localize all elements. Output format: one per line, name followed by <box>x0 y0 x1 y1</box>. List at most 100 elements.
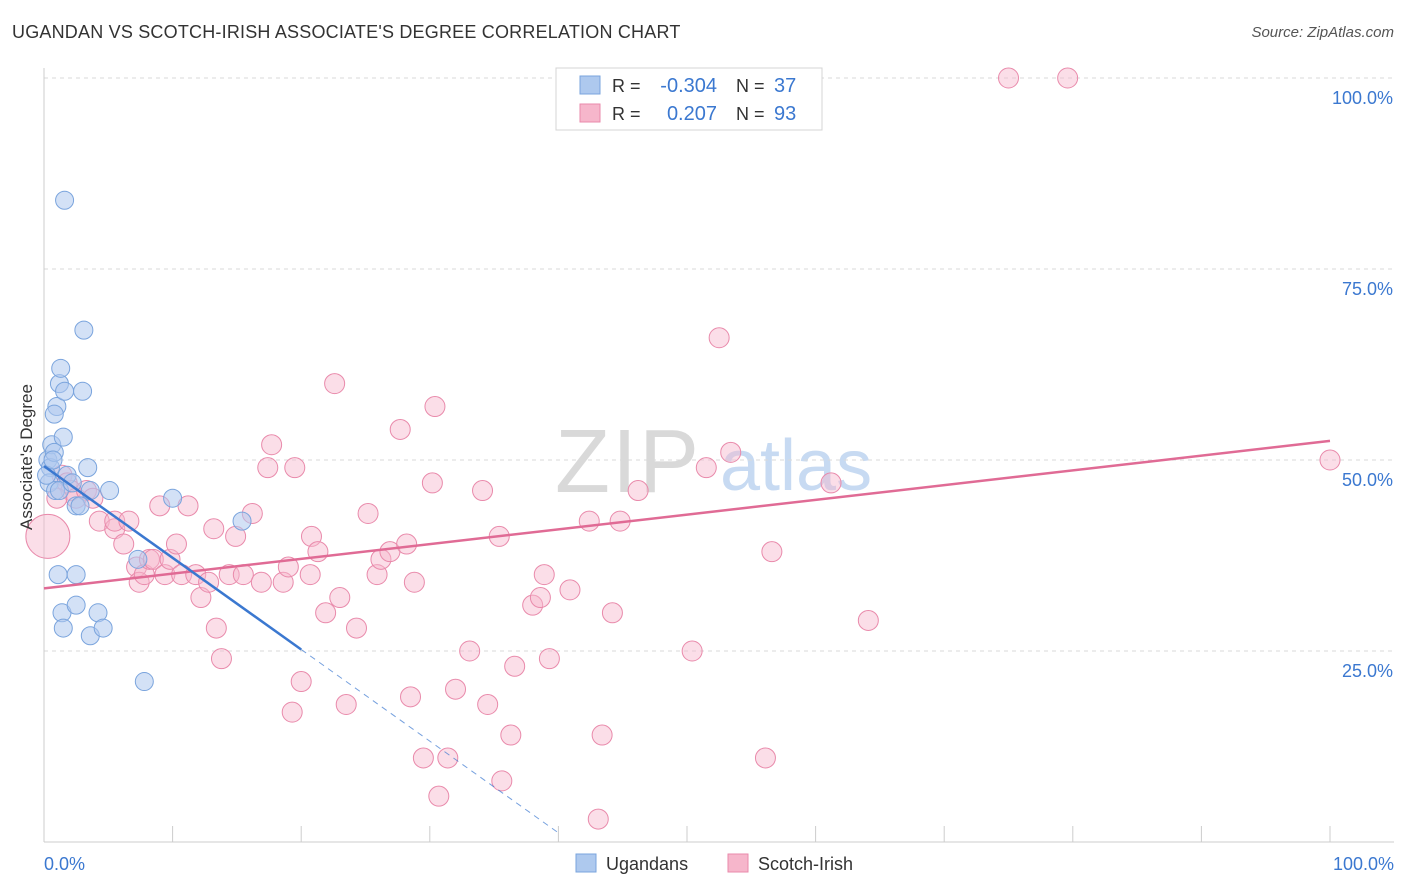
bottom-legend: Ugandans Scotch-Irish <box>575 853 853 874</box>
bottom-legend-label-ugandans: Ugandans <box>606 854 688 874</box>
scotch-irish-point <box>695 457 717 479</box>
ugandans-point <box>78 458 98 478</box>
scotch-irish-point <box>403 571 425 593</box>
scotch-irish-point <box>1319 449 1341 471</box>
stats-legend: R = -0.304 N = 37 R = 0.207 N = 93 <box>555 67 823 131</box>
ugandans-point <box>100 481 120 501</box>
scotch-irish-point <box>335 693 357 715</box>
scotch-irish-point <box>88 510 110 532</box>
legend-n-label-ugandans: N = <box>736 76 765 96</box>
scotch-irish-point <box>345 617 367 639</box>
legend-r-label-scotch-irish: R = <box>612 104 641 124</box>
ugandans-point <box>93 618 113 638</box>
watermark-atlas: atlas <box>720 426 872 506</box>
scotch-irish-point <box>290 671 312 693</box>
ugandans-point <box>55 190 75 210</box>
ugandans-point <box>163 488 183 508</box>
x-tick-label-left: 0.0% <box>44 854 85 874</box>
legend-swatch-ugandans <box>579 75 601 95</box>
ugandans-point <box>43 450 63 470</box>
scotch-irish-point <box>281 701 303 723</box>
scotch-irish-point <box>261 434 283 456</box>
scotch-irish-point <box>113 533 135 555</box>
chart-title: UGANDAN VS SCOTCH-IRISH ASSOCIATE'S DEGR… <box>12 22 681 42</box>
x-tick-label-right: 100.0% <box>1333 854 1394 874</box>
scotch-irish-point <box>500 724 522 746</box>
ugandans-point <box>74 320 94 340</box>
scotch-irish-point <box>165 533 187 555</box>
scotch-irish-point <box>389 418 411 440</box>
scotch-irish-point <box>315 602 337 624</box>
ugandans-point <box>66 595 86 615</box>
ugandans-point <box>70 496 90 516</box>
scotch-irish-point <box>472 480 494 502</box>
scotch-irish-point <box>761 541 783 563</box>
scotch-irish-point <box>324 373 346 395</box>
scotch-irish-point <box>424 396 446 418</box>
bottom-legend-swatch-scotch-irish <box>727 853 749 873</box>
scotch-irish-point <box>232 564 254 586</box>
scotch-irish-point <box>587 808 609 830</box>
ugandans-point <box>62 473 82 493</box>
ugandans-point <box>55 381 75 401</box>
scotch-irish-point <box>412 747 434 769</box>
scotch-irish-point <box>538 648 560 670</box>
scotch-irish-point <box>477 693 499 715</box>
ugandans-trend-line <box>43 465 302 651</box>
ugandans-point <box>66 565 86 585</box>
scotch-irish-point <box>720 441 742 463</box>
ugandans-point <box>53 427 73 447</box>
scotch-irish-point <box>421 472 443 494</box>
scotch-irish-point <box>627 480 649 502</box>
y-tick-label: 100.0% <box>1332 88 1393 108</box>
y-tick-label: 75.0% <box>1342 279 1393 299</box>
scotch-irish-point <box>437 747 459 769</box>
scotch-irish-point <box>210 648 232 670</box>
scotch-irish-point <box>400 686 422 708</box>
scotch-irish-point <box>284 457 306 479</box>
scotch-irish-point <box>1057 67 1079 89</box>
y-tick-label: 50.0% <box>1342 470 1393 490</box>
scotch-irish-point <box>459 640 481 662</box>
scotch-irish-point <box>601 602 623 624</box>
scotch-irish-point <box>329 587 351 609</box>
scotch-irish-point <box>591 724 613 746</box>
bottom-legend-swatch-ugandans <box>575 853 597 873</box>
ugandans-point <box>53 618 73 638</box>
ugandans-point <box>48 565 68 585</box>
legend-r-value-ugandans: -0.304 <box>660 75 717 97</box>
scotch-irish-point <box>681 640 703 662</box>
legend-n-value-ugandans: 37 <box>774 75 796 97</box>
scotch-irish-point <box>257 457 279 479</box>
ugandans-point <box>44 404 64 424</box>
ugandans-point <box>128 549 148 569</box>
scotch-irish-point <box>203 518 225 540</box>
bottom-legend-label-scotch-irish: Scotch-Irish <box>758 854 853 874</box>
legend-r-label-ugandans: R = <box>612 76 641 96</box>
scotch-irish-point <box>708 327 730 349</box>
scotch-irish-point <box>533 564 555 586</box>
scotch-irish-point <box>428 785 450 807</box>
scotch-irish-point <box>190 587 212 609</box>
legend-r-value-scotch-irish: 0.207 <box>667 103 717 125</box>
trend-layer <box>43 439 1331 834</box>
scotch-irish-point <box>504 655 526 677</box>
scotch-irish-point <box>522 594 544 616</box>
scotch-irish-point <box>754 747 776 769</box>
legend-n-value-scotch-irish: 93 <box>774 103 796 125</box>
legend-swatch-scotch-irish <box>579 103 601 123</box>
scotch-irish-trend-line <box>43 439 1331 590</box>
scotch-irish-point <box>491 770 513 792</box>
scotch-irish-point <box>25 513 71 559</box>
scotch-irish-point <box>205 617 227 639</box>
scotch-irish-point <box>396 533 418 555</box>
y-tick-label: 25.0% <box>1342 661 1393 681</box>
y-axis-label: Associate's Degree <box>17 384 36 530</box>
axis-layer: 100.0% 75.0% 50.0% 25.0% <box>43 68 1394 843</box>
ugandans-point <box>51 358 71 378</box>
watermark-zip: ZIP <box>555 412 701 512</box>
scotch-irish-point <box>998 67 1019 89</box>
ugandans-trend-extension <box>300 649 559 834</box>
